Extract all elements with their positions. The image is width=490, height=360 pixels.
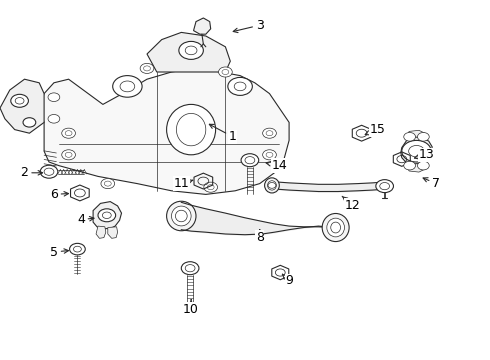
Circle shape xyxy=(266,131,273,136)
Circle shape xyxy=(104,181,111,186)
Circle shape xyxy=(120,81,135,92)
Circle shape xyxy=(15,98,24,104)
Text: 4: 4 xyxy=(77,213,94,226)
Circle shape xyxy=(417,132,429,141)
Circle shape xyxy=(23,118,36,127)
Ellipse shape xyxy=(176,113,206,146)
Text: 15: 15 xyxy=(365,123,385,136)
Text: 10: 10 xyxy=(183,300,199,316)
Circle shape xyxy=(380,183,390,190)
Circle shape xyxy=(101,179,115,189)
Ellipse shape xyxy=(322,213,349,242)
Polygon shape xyxy=(93,202,122,229)
Text: 12: 12 xyxy=(342,196,361,212)
Circle shape xyxy=(181,262,199,275)
Circle shape xyxy=(65,152,72,157)
Circle shape xyxy=(228,77,252,95)
Circle shape xyxy=(144,66,150,71)
Polygon shape xyxy=(406,130,426,140)
Circle shape xyxy=(404,132,416,141)
Circle shape xyxy=(140,63,154,73)
Circle shape xyxy=(409,145,424,157)
Ellipse shape xyxy=(268,181,276,190)
Circle shape xyxy=(65,131,72,136)
Circle shape xyxy=(102,212,111,219)
Text: 14: 14 xyxy=(266,159,287,172)
Circle shape xyxy=(263,128,276,138)
Circle shape xyxy=(179,41,203,59)
Polygon shape xyxy=(0,79,44,133)
Circle shape xyxy=(245,157,255,164)
Circle shape xyxy=(74,246,81,252)
Circle shape xyxy=(70,243,85,255)
Polygon shape xyxy=(96,226,106,238)
Text: 3: 3 xyxy=(233,19,264,33)
Circle shape xyxy=(234,82,246,91)
Circle shape xyxy=(48,114,60,123)
Text: 6: 6 xyxy=(50,188,69,201)
Circle shape xyxy=(263,150,276,160)
Ellipse shape xyxy=(167,104,216,155)
Ellipse shape xyxy=(172,206,191,226)
Circle shape xyxy=(62,128,75,138)
Circle shape xyxy=(44,168,54,175)
Circle shape xyxy=(266,152,273,157)
Polygon shape xyxy=(39,68,289,194)
Text: 9: 9 xyxy=(282,274,293,287)
Circle shape xyxy=(185,265,195,272)
Circle shape xyxy=(222,69,229,75)
Text: 2: 2 xyxy=(21,166,43,179)
Polygon shape xyxy=(194,18,211,34)
Circle shape xyxy=(207,185,214,190)
Circle shape xyxy=(98,209,116,222)
Circle shape xyxy=(376,180,393,193)
Circle shape xyxy=(40,165,58,178)
Polygon shape xyxy=(406,162,426,172)
Polygon shape xyxy=(401,137,432,165)
Circle shape xyxy=(48,93,60,102)
Circle shape xyxy=(241,154,259,167)
Ellipse shape xyxy=(175,210,187,222)
Text: 1: 1 xyxy=(209,124,237,143)
Ellipse shape xyxy=(331,222,341,233)
Ellipse shape xyxy=(327,218,344,237)
Circle shape xyxy=(417,161,429,170)
Circle shape xyxy=(113,76,142,97)
Text: 7: 7 xyxy=(423,177,440,190)
Ellipse shape xyxy=(167,201,196,231)
Circle shape xyxy=(185,46,197,55)
Text: 11: 11 xyxy=(173,177,193,190)
Circle shape xyxy=(402,140,431,162)
Circle shape xyxy=(62,150,75,160)
Text: 13: 13 xyxy=(415,148,434,161)
Circle shape xyxy=(204,182,218,192)
Polygon shape xyxy=(108,227,118,238)
Circle shape xyxy=(404,161,416,170)
Circle shape xyxy=(268,183,276,188)
Text: 8: 8 xyxy=(256,230,264,244)
Polygon shape xyxy=(147,32,230,72)
Text: 5: 5 xyxy=(50,246,69,258)
Circle shape xyxy=(219,67,232,77)
Ellipse shape xyxy=(265,178,279,193)
Circle shape xyxy=(11,94,28,107)
